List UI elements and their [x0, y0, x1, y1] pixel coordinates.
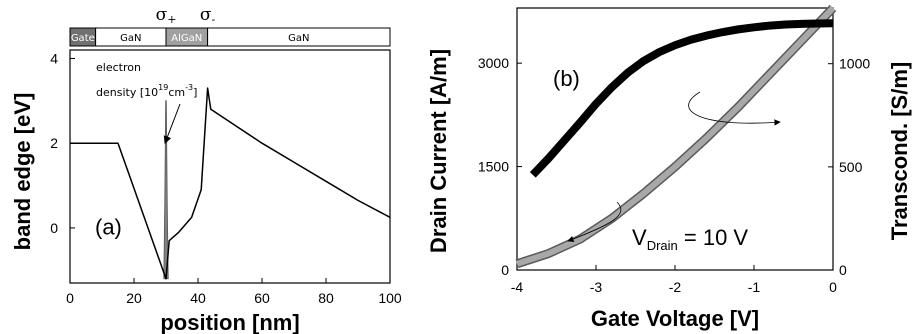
layer-label-0: Gate [71, 33, 95, 44]
panel-b-xtick-label-2: -2 [669, 279, 682, 295]
panel-a-ylabel: band edge [eV] [10, 93, 35, 251]
panel-b-xtick-label-4: 0 [829, 279, 837, 295]
layer-label-1: GaN [120, 33, 141, 44]
annotation-l2-a: density [10 [96, 86, 158, 99]
layer-label-3: GaN [288, 33, 309, 44]
annotation-line1: electron [96, 61, 141, 74]
drain-voltage-suffix: = 10 V [678, 225, 749, 250]
panel-a-ytick-label-1: 2 [50, 135, 58, 151]
drain-voltage-sub: Drain [647, 238, 678, 253]
panel-b-label: (b) [553, 66, 580, 91]
interface-label-1: σ- [200, 5, 216, 26]
panel-a-xlabel: position [nm] [160, 310, 299, 334]
annotation-l2-end: ] [193, 86, 197, 99]
drain-voltage-annotation: VDrain = 10 V [632, 225, 748, 253]
panel-a-xtick-label-1: 20 [126, 290, 142, 306]
panel-b-y2label: Transcond. [S/m] [887, 62, 912, 240]
interface-label-0: σ+ [156, 5, 177, 26]
panel-b-ytick-label-1: 1500 [478, 159, 509, 175]
panel-a-xtick-label-5: 100 [378, 290, 402, 306]
drain-voltage-prefix: V [632, 225, 647, 250]
panel-b-ytick-label-0: 0 [501, 262, 509, 278]
arrow-to-right-axis [688, 91, 781, 126]
panel-a-frame [69, 49, 391, 284]
panel-b-y2tick-label-2: 1000 [839, 56, 870, 72]
interface-sign-1: - [212, 13, 216, 26]
panel-b-y2tick-label-0: 0 [839, 262, 847, 278]
panel-a-xtick-label-0: 0 [66, 290, 74, 306]
electron-density-profile [163, 100, 169, 280]
transconductance-curve [516, 5, 836, 267]
panel-a-xtick-label-3: 60 [254, 290, 270, 306]
interface-sign-0: + [167, 13, 176, 26]
annotation-l2-mid: cm [168, 86, 185, 99]
panel-b-ytick-label-2: 3000 [478, 55, 509, 71]
panel-b-xtick-label-3: -1 [748, 279, 761, 295]
layer-label-2: AlGaN [171, 33, 202, 44]
interface-sigma-0: σ [156, 5, 168, 25]
panel-b-xtick-label-0: -4 [511, 279, 524, 295]
panel-b-ylabel: Drain Current [A/m] [426, 49, 451, 253]
band-edge-line [70, 87, 391, 280]
panel-a-ytick-label-2: 4 [50, 50, 58, 66]
drain-current-curve [529, 19, 834, 178]
panel-a-xtick-label-4: 80 [318, 290, 334, 306]
annotation-line2: density [1019cm-3] [96, 83, 197, 99]
panel-a-label: (a) [95, 214, 122, 239]
annotation-l2-sup2: -3 [185, 83, 193, 92]
arrow-to-left-axis [567, 201, 622, 242]
panel-a-xtick-label-2: 40 [190, 290, 206, 306]
layer-block-3 [207, 27, 391, 47]
panel-b-xlabel: Gate Voltage [V] [591, 306, 759, 331]
annotation-arrow [163, 103, 181, 145]
annotation-l2-sup1: 19 [158, 83, 168, 92]
panel-b-y2tick-label-1: 500 [839, 159, 863, 175]
panel-b-xtick-label-1: -3 [590, 279, 603, 295]
panel-a-ytick-label-0: 0 [50, 220, 58, 236]
interface-sigma-1: σ [200, 5, 212, 25]
